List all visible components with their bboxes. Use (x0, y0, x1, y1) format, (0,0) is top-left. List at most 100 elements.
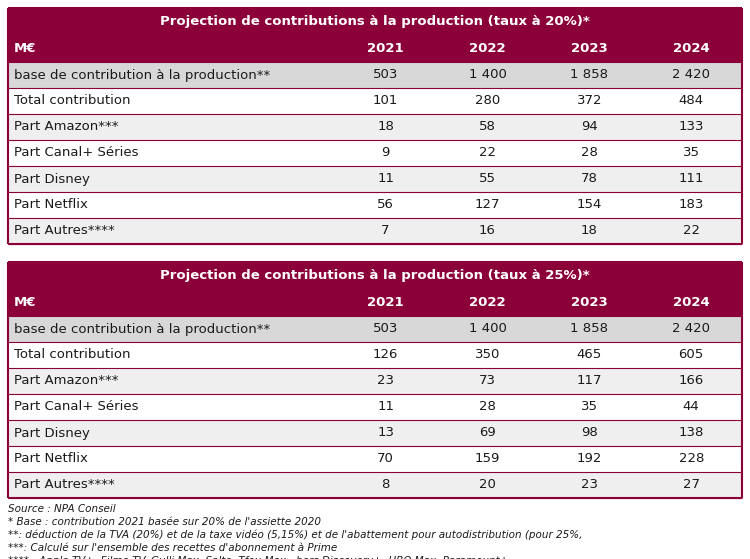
Text: Part Amazon***: Part Amazon*** (14, 121, 119, 134)
Text: 2024: 2024 (673, 296, 710, 310)
Bar (334, 140, 436, 166)
Bar (538, 192, 640, 218)
Bar (640, 62, 742, 88)
Text: 159: 159 (475, 452, 500, 466)
Text: 13: 13 (377, 427, 394, 439)
Text: 73: 73 (479, 375, 496, 387)
Text: 23: 23 (580, 479, 598, 491)
Text: Part Netflix: Part Netflix (14, 452, 88, 466)
Text: 94: 94 (581, 121, 598, 134)
Text: 350: 350 (475, 348, 500, 362)
Text: 70: 70 (377, 452, 394, 466)
Bar (538, 316, 640, 342)
Text: 1 858: 1 858 (570, 69, 608, 82)
Bar (436, 140, 538, 166)
Text: 154: 154 (577, 198, 602, 211)
Text: 166: 166 (679, 375, 703, 387)
Text: 133: 133 (679, 121, 704, 134)
Text: 35: 35 (682, 146, 700, 159)
Bar (8, 420, 334, 446)
Text: 2023: 2023 (571, 42, 608, 55)
Bar (538, 140, 640, 166)
Bar (538, 368, 640, 394)
Bar (640, 166, 742, 192)
Text: Part Disney: Part Disney (14, 173, 90, 186)
Bar (8, 262, 742, 290)
Bar (538, 290, 640, 316)
Text: 484: 484 (679, 94, 703, 107)
Text: 1 400: 1 400 (469, 69, 506, 82)
Text: 18: 18 (377, 121, 394, 134)
Bar (640, 446, 742, 472)
Text: 9: 9 (382, 146, 390, 159)
Text: Total contribution: Total contribution (14, 94, 130, 107)
Text: 22: 22 (479, 146, 496, 159)
Bar (334, 394, 436, 420)
Bar (334, 342, 436, 368)
Text: M€: M€ (14, 42, 37, 55)
Text: 55: 55 (479, 173, 496, 186)
Text: 101: 101 (373, 94, 398, 107)
Bar (436, 290, 538, 316)
Bar (8, 446, 334, 472)
Text: 8: 8 (382, 479, 390, 491)
Text: Part Canal+ Séries: Part Canal+ Séries (14, 400, 139, 414)
Text: Projection de contributions à la production (taux à 25%)*: Projection de contributions à la product… (160, 269, 590, 282)
Bar (8, 166, 334, 192)
Bar (538, 446, 640, 472)
Bar (640, 394, 742, 420)
Bar (436, 218, 538, 244)
Text: 58: 58 (479, 121, 496, 134)
Text: 69: 69 (479, 427, 496, 439)
Text: Source : NPA Conseil: Source : NPA Conseil (8, 504, 115, 514)
Text: 1 400: 1 400 (469, 323, 506, 335)
Text: ***: Calculé sur l'ensemble des recettes d'abonnement à Prime: ***: Calculé sur l'ensemble des recettes… (8, 543, 338, 553)
Bar (334, 368, 436, 394)
Bar (538, 36, 640, 62)
Bar (8, 342, 334, 368)
Text: base de contribution à la production**: base de contribution à la production** (14, 323, 270, 335)
Bar (436, 368, 538, 394)
Bar (640, 472, 742, 498)
Text: Total contribution: Total contribution (14, 348, 130, 362)
Text: 2021: 2021 (368, 42, 404, 55)
Bar (8, 8, 742, 36)
Text: 98: 98 (581, 427, 598, 439)
Bar (640, 218, 742, 244)
Text: base de contribution à la production**: base de contribution à la production** (14, 69, 270, 82)
Bar (334, 218, 436, 244)
Text: 20: 20 (479, 479, 496, 491)
Text: 192: 192 (577, 452, 602, 466)
Bar (334, 88, 436, 114)
Bar (538, 114, 640, 140)
Bar (8, 114, 334, 140)
Bar (436, 166, 538, 192)
Bar (334, 290, 436, 316)
Bar (538, 88, 640, 114)
Text: Part Canal+ Séries: Part Canal+ Séries (14, 146, 139, 159)
Text: 126: 126 (373, 348, 398, 362)
Bar (436, 62, 538, 88)
Text: Projection de contributions à la production (taux à 20%)*: Projection de contributions à la product… (160, 16, 590, 29)
Bar (8, 140, 334, 166)
Bar (640, 316, 742, 342)
Text: Part Netflix: Part Netflix (14, 198, 88, 211)
Bar (436, 192, 538, 218)
Bar (436, 394, 538, 420)
Text: 503: 503 (373, 69, 398, 82)
Text: 2022: 2022 (470, 296, 506, 310)
Bar (436, 316, 538, 342)
Text: 28: 28 (581, 146, 598, 159)
Bar (436, 88, 538, 114)
Bar (640, 342, 742, 368)
Bar (436, 472, 538, 498)
Text: 22: 22 (682, 225, 700, 238)
Text: 2 420: 2 420 (672, 69, 710, 82)
Text: 27: 27 (682, 479, 700, 491)
Text: 605: 605 (679, 348, 703, 362)
Text: 16: 16 (479, 225, 496, 238)
Bar (538, 472, 640, 498)
Bar (538, 420, 640, 446)
Text: 127: 127 (475, 198, 500, 211)
Text: 280: 280 (475, 94, 500, 107)
